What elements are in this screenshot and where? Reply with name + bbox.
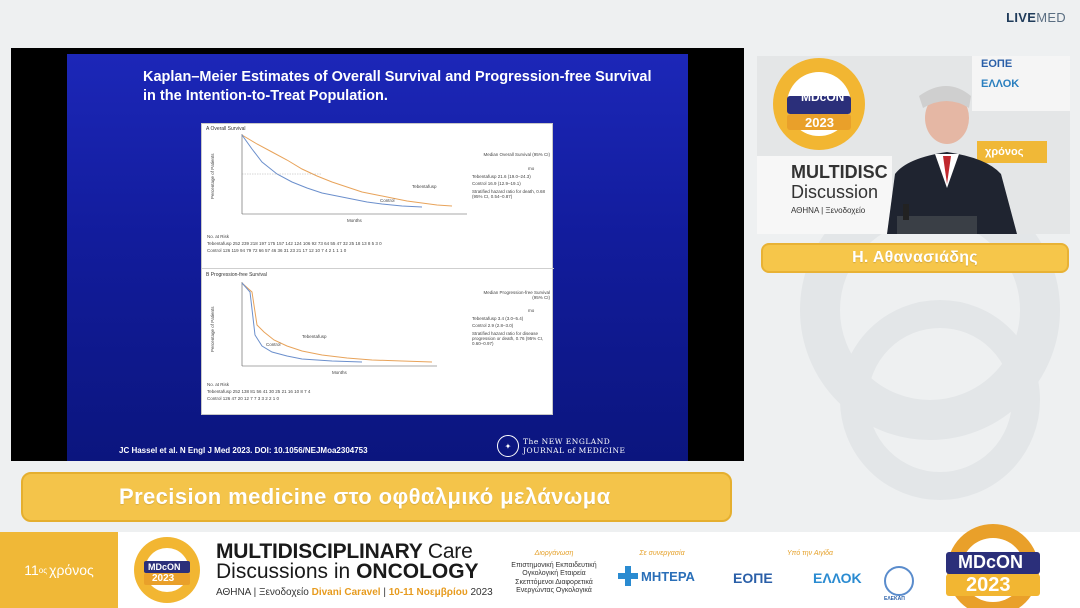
- nejm-logo: ✦ The NEW ENGLAND JOURNAL of MEDICINE: [497, 435, 626, 457]
- pfs-legend-ctl: Control 2.9 (2.8–3.0): [472, 323, 514, 328]
- km-figure: A Overall Survival Percentage of Patient…: [201, 123, 554, 416]
- mitera-logo: ΜΗΤΕΡΑ: [618, 566, 695, 586]
- venue-hotel: Divani Caravel: [311, 587, 381, 598]
- video-logo-year: 2023: [805, 115, 834, 130]
- ellok-logo: ΕΛΛΟΚ: [813, 570, 862, 586]
- pfs-risk-teb: Tebentafusp 252 138 81 56 41 30 25 21 16…: [207, 389, 311, 394]
- bg-ring: [840, 300, 1040, 500]
- nejm-line2: JOURNAL of MEDICINE: [523, 446, 626, 455]
- livemed-logo: LIVEMED: [1006, 10, 1066, 25]
- footer-banner: 11 ος χρόνος MDcON 2023 MULTIDISCIPLINARY…: [0, 524, 1080, 608]
- large-logo-year: 2023: [966, 574, 1011, 596]
- title-care: Care: [427, 540, 473, 563]
- os-hazard: Stratified hazard ratio for death, 0.68 …: [472, 189, 546, 199]
- edition-suffix: ος: [38, 565, 48, 575]
- organizer-caption: Διοργάνωση: [534, 550, 574, 557]
- venue-prefix: ΑΘΗΝΑ | Ξενοδοχείο: [216, 587, 309, 598]
- video-logo-top: MDcON: [801, 90, 845, 104]
- organizer-block: Διοργάνωση Επιστημονική Εκπαιδευτική Ογκ…: [508, 550, 600, 596]
- partner-caption-block: Σε συνεργασία: [622, 550, 702, 562]
- os-legend-teb: Tebentafusp 21.6 (19.0–24.3): [472, 174, 531, 179]
- pfs-hazard: Stratified hazard ratio for disease prog…: [472, 331, 544, 346]
- mdcon-logo-large: MDcON 2023: [928, 524, 1058, 608]
- presentation-slide: Kaplan–Meier Estimates of Overall Surviv…: [11, 48, 744, 461]
- pfs-control-curve: [241, 282, 363, 363]
- eope-logo: ΕΟΠΕ: [733, 570, 773, 586]
- pfs-risk-header: No. at Risk: [207, 382, 230, 387]
- elekap-label: ΕΛΕΚΑΠ: [884, 596, 905, 602]
- video-banner-badge: χρόνος: [985, 146, 1024, 158]
- pfs-chart: [241, 282, 437, 367]
- video-banner-line1: MULTIDISC: [791, 162, 888, 182]
- slide-content: Kaplan–Meier Estimates of Overall Surviv…: [67, 54, 688, 461]
- gear-icon: [134, 537, 200, 603]
- panel-overall-survival: A Overall Survival Percentage of Patient…: [202, 124, 554, 269]
- video-banner-line2: Discussion: [791, 182, 879, 202]
- organizer-text: Επιστημονική Εκπαιδευτική Ογκολογική Ετα…: [511, 561, 597, 595]
- conference-title: MULTIDISCIPLINARY Care Discussions in ON…: [216, 540, 479, 583]
- pfs-legend-unit: mo: [528, 308, 535, 313]
- video-banner-line3: ΑΘΗΝΑ | Ξενοδοχείο: [791, 206, 866, 215]
- citation: JC Hassel et al. N Engl J Med 2023. DOI:…: [119, 446, 368, 455]
- os-label-ctl: Control: [380, 198, 395, 203]
- medical-cross-icon: [618, 566, 638, 586]
- panel-b-label: B Progression-free Survival: [206, 272, 267, 278]
- pfs-ylabel: Percentage of Patients: [210, 306, 215, 352]
- footer-logo-year: 2023: [152, 573, 175, 584]
- session-topic-banner: Precision medicine στο οφθαλμικό μελάνωμ…: [21, 472, 732, 522]
- os-legend-unit: mo: [528, 166, 535, 171]
- os-xlabel: Months: [347, 218, 362, 223]
- os-label-teb: Tebentafusp: [412, 184, 437, 189]
- os-legend-title: Median Overall Survival (95% CI): [483, 152, 550, 157]
- os-risk-header: No. at Risk: [207, 234, 230, 239]
- video-org-1: ΕΟΠΕ: [981, 58, 1013, 70]
- os-legend-ctl: Control 16.9 (12.9–19.1): [472, 181, 521, 186]
- video-org-2: ΕΛΛΟΚ: [981, 78, 1020, 90]
- os-ylabel: Percentage of Patients: [210, 153, 215, 199]
- os-risk-ctl: Control 126 119 94 79 72 66 57 46 36 31 …: [207, 248, 347, 253]
- venue-dates: 10-11 Νοεμβρίου: [388, 587, 468, 598]
- os-chart: [241, 134, 467, 215]
- slide-title: Kaplan–Meier Estimates of Overall Surviv…: [143, 69, 652, 104]
- aegis-caption: Υπό την Αιγίδα: [786, 550, 834, 557]
- panel-a-label: A Overall Survival: [206, 126, 246, 132]
- aegis-caption-block: Υπό την Αιγίδα: [770, 550, 850, 562]
- os-risk-teb: Tebentafusp 252 239 218 197 175 157 142 …: [207, 241, 382, 246]
- os-tebentafusp-curve: [241, 134, 453, 207]
- edition-badge: 11 ος χρόνος: [0, 532, 118, 608]
- nejm-seal-icon: ✦: [497, 435, 519, 457]
- conference-backdrop: [757, 56, 1070, 234]
- title-discussions: Discussions in: [216, 560, 351, 583]
- pfs-risk-ctl: Control 126 47 20 12 7 7 3 3 2 2 1 0: [207, 396, 280, 401]
- conference-venue: ΑΘΗΝΑ | Ξενοδοχείο Divani Caravel | 10-1…: [216, 587, 493, 598]
- pfs-xlabel: Months: [332, 370, 347, 375]
- speaker-name-badge: Η. Αθανασιάδης: [761, 243, 1069, 273]
- panel-progression-free-survival: B Progression-free Survival Percentage o…: [202, 270, 554, 416]
- gear-icon: [946, 524, 1040, 608]
- speaker-video: MDcON 2023 MULTIDISC Discussion ΑΘΗΝΑ | …: [757, 56, 1070, 234]
- mitera-name: ΜΗΤΕΡΑ: [641, 568, 695, 584]
- edition-number: 11: [24, 562, 39, 578]
- title-multidisciplinary: MULTIDISCIPLINARY: [216, 540, 423, 563]
- pfs-label-teb: Tebentafusp: [302, 334, 327, 339]
- large-logo-top: MDcON: [958, 552, 1024, 572]
- pfs-legend-title: Median Progression-free Survival (95% CI…: [483, 290, 550, 300]
- os-control-curve: [241, 134, 423, 208]
- pfs-legend-teb: Tebentafusp 3.4 (3.0–5.4): [472, 316, 524, 321]
- partner-caption: Σε συνεργασία: [639, 550, 685, 557]
- pfs-tebentafusp-curve: [241, 282, 433, 363]
- pfs-label-ctl: Control: [266, 342, 281, 347]
- elekap-logo: [884, 566, 914, 596]
- venue-year: 2023: [470, 587, 493, 598]
- edition-word: χρόνος: [49, 562, 94, 578]
- title-oncology: ONCOLOGY: [356, 560, 479, 583]
- nejm-line1: The NEW ENGLAND: [523, 437, 611, 446]
- mdcon-logo: MDcON 2023: [132, 535, 202, 605]
- footer-logo-top: MDcON: [148, 562, 181, 572]
